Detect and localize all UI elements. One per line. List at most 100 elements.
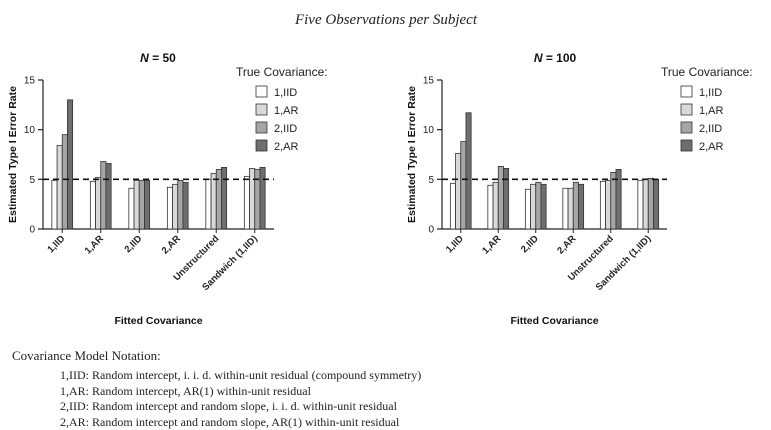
bar: [67, 99, 74, 230]
notes-heading: Covariance Model Notation:: [12, 348, 161, 363]
bar: [562, 187, 569, 230]
bar: [249, 168, 256, 230]
bar: [530, 183, 537, 230]
bar: [89, 180, 96, 230]
chart-panel-2: N = 100 Estimated Type I Error Rate Fitted…: [406, 51, 753, 327]
chart-title-n: N: [534, 51, 543, 65]
bar: [615, 168, 622, 230]
bar: [144, 179, 151, 230]
legend-swatch: [255, 139, 268, 152]
bar: [254, 168, 261, 230]
bar: [138, 179, 145, 230]
bar: [540, 183, 547, 230]
bar: [455, 153, 462, 230]
bar: [243, 175, 250, 230]
x-axis-label: Fitted Covariance: [114, 315, 202, 327]
chart-panel-1: N = 50 Estimated Type I Error Rate Fitted …: [7, 51, 328, 327]
bar: [578, 183, 585, 230]
figure-canvas: Five Observations per Subject N = 50 Esti…: [7, 12, 753, 327]
legend-swatch: [680, 103, 693, 116]
bar: [259, 167, 266, 230]
bar: [642, 178, 649, 230]
legend-item-label: 2,AR: [699, 141, 724, 153]
bar: [172, 183, 179, 230]
bar: [492, 181, 499, 230]
bar: [647, 177, 654, 230]
category-label: 1,AR: [83, 233, 106, 256]
legend-item-label: 1,IID: [699, 87, 722, 99]
bar: [524, 188, 531, 230]
legend-swatch: [680, 139, 693, 152]
category-label: 1,IID: [444, 233, 466, 255]
bar: [133, 179, 140, 230]
bar: [105, 163, 112, 230]
legend-item-label: 1,IID: [274, 87, 297, 99]
category-label: 2,IID: [519, 233, 541, 255]
bar: [535, 181, 542, 230]
bar: [56, 145, 63, 230]
bar: [605, 179, 612, 230]
y-tick-label: 0: [29, 225, 35, 236]
bar: [503, 168, 510, 230]
legend-title: True Covariance:: [661, 65, 753, 79]
legend-swatch: [255, 85, 268, 98]
chart-title-n: N: [140, 51, 149, 65]
note-1iid: 1,IID: Random intercept, i. i. d. within…: [60, 368, 422, 382]
bar: [95, 176, 102, 230]
chart-title-value: = 50: [149, 51, 176, 65]
legend-swatch: [255, 121, 268, 134]
legend-title: True Covariance:: [236, 65, 328, 79]
bar: [460, 141, 467, 230]
y-tick-label: 5: [29, 175, 35, 186]
plots-group: N = 50 Estimated Type I Error Rate Fitted …: [7, 51, 753, 327]
bar: [215, 168, 222, 230]
bar: [61, 134, 68, 230]
y-tick-label: 5: [428, 175, 434, 186]
bar: [497, 166, 504, 230]
category-label: 1,IID: [45, 233, 67, 255]
chart-title-value: = 100: [542, 51, 576, 65]
y-axis-label: Estimated Type I Error Rate: [7, 86, 19, 223]
bar: [100, 161, 107, 230]
category-label: 2,AR: [555, 233, 578, 256]
bar: [128, 187, 135, 230]
bar: [487, 184, 494, 230]
bar: [610, 171, 617, 230]
legend-item-label: 2,AR: [274, 141, 299, 153]
note-2iid: 2,IID: Random intercept and random slope…: [60, 399, 397, 413]
bar: [205, 178, 212, 230]
y-tick-label: 10: [24, 125, 36, 136]
legend-swatch: [255, 103, 268, 116]
bar: [653, 178, 660, 230]
category-label: 2,IID: [122, 233, 144, 255]
bar: [465, 112, 472, 230]
legend-item-label: 2,IID: [699, 123, 722, 135]
legend-item-label: 1,AR: [699, 105, 724, 117]
y-tick-label: 15: [24, 76, 36, 87]
y-axis-label: Estimated Type I Error Rate: [406, 86, 418, 223]
figure-suptitle: Five Observations per Subject: [294, 12, 478, 28]
bar: [567, 187, 574, 230]
y-tick-label: 0: [428, 225, 434, 236]
legend-item-label: 2,IID: [274, 123, 297, 135]
bar: [177, 179, 184, 230]
bar: [182, 181, 189, 230]
notation-notes: Covariance Model Notation: 1,IID: Random…: [12, 348, 421, 430]
legend-swatch: [680, 121, 693, 134]
legend-swatch: [680, 85, 693, 98]
bar: [599, 180, 606, 230]
legend-item-label: 1,AR: [274, 105, 299, 117]
category-label: 1,AR: [480, 233, 503, 256]
bar: [572, 181, 579, 230]
bar: [51, 179, 58, 230]
bar: [449, 182, 456, 230]
note-1ar: 1,AR: Random intercept, AR(1) within-uni…: [60, 383, 311, 398]
bar: [166, 186, 173, 230]
y-tick-label: 15: [423, 76, 435, 87]
chart-title: N = 100: [534, 51, 577, 65]
bar: [221, 167, 228, 230]
category-label: 2,AR: [160, 233, 183, 256]
bar: [210, 172, 217, 230]
note-2ar: 2,AR: Random intercept and random slope,…: [60, 414, 400, 429]
chart-title: N = 50: [140, 51, 176, 65]
